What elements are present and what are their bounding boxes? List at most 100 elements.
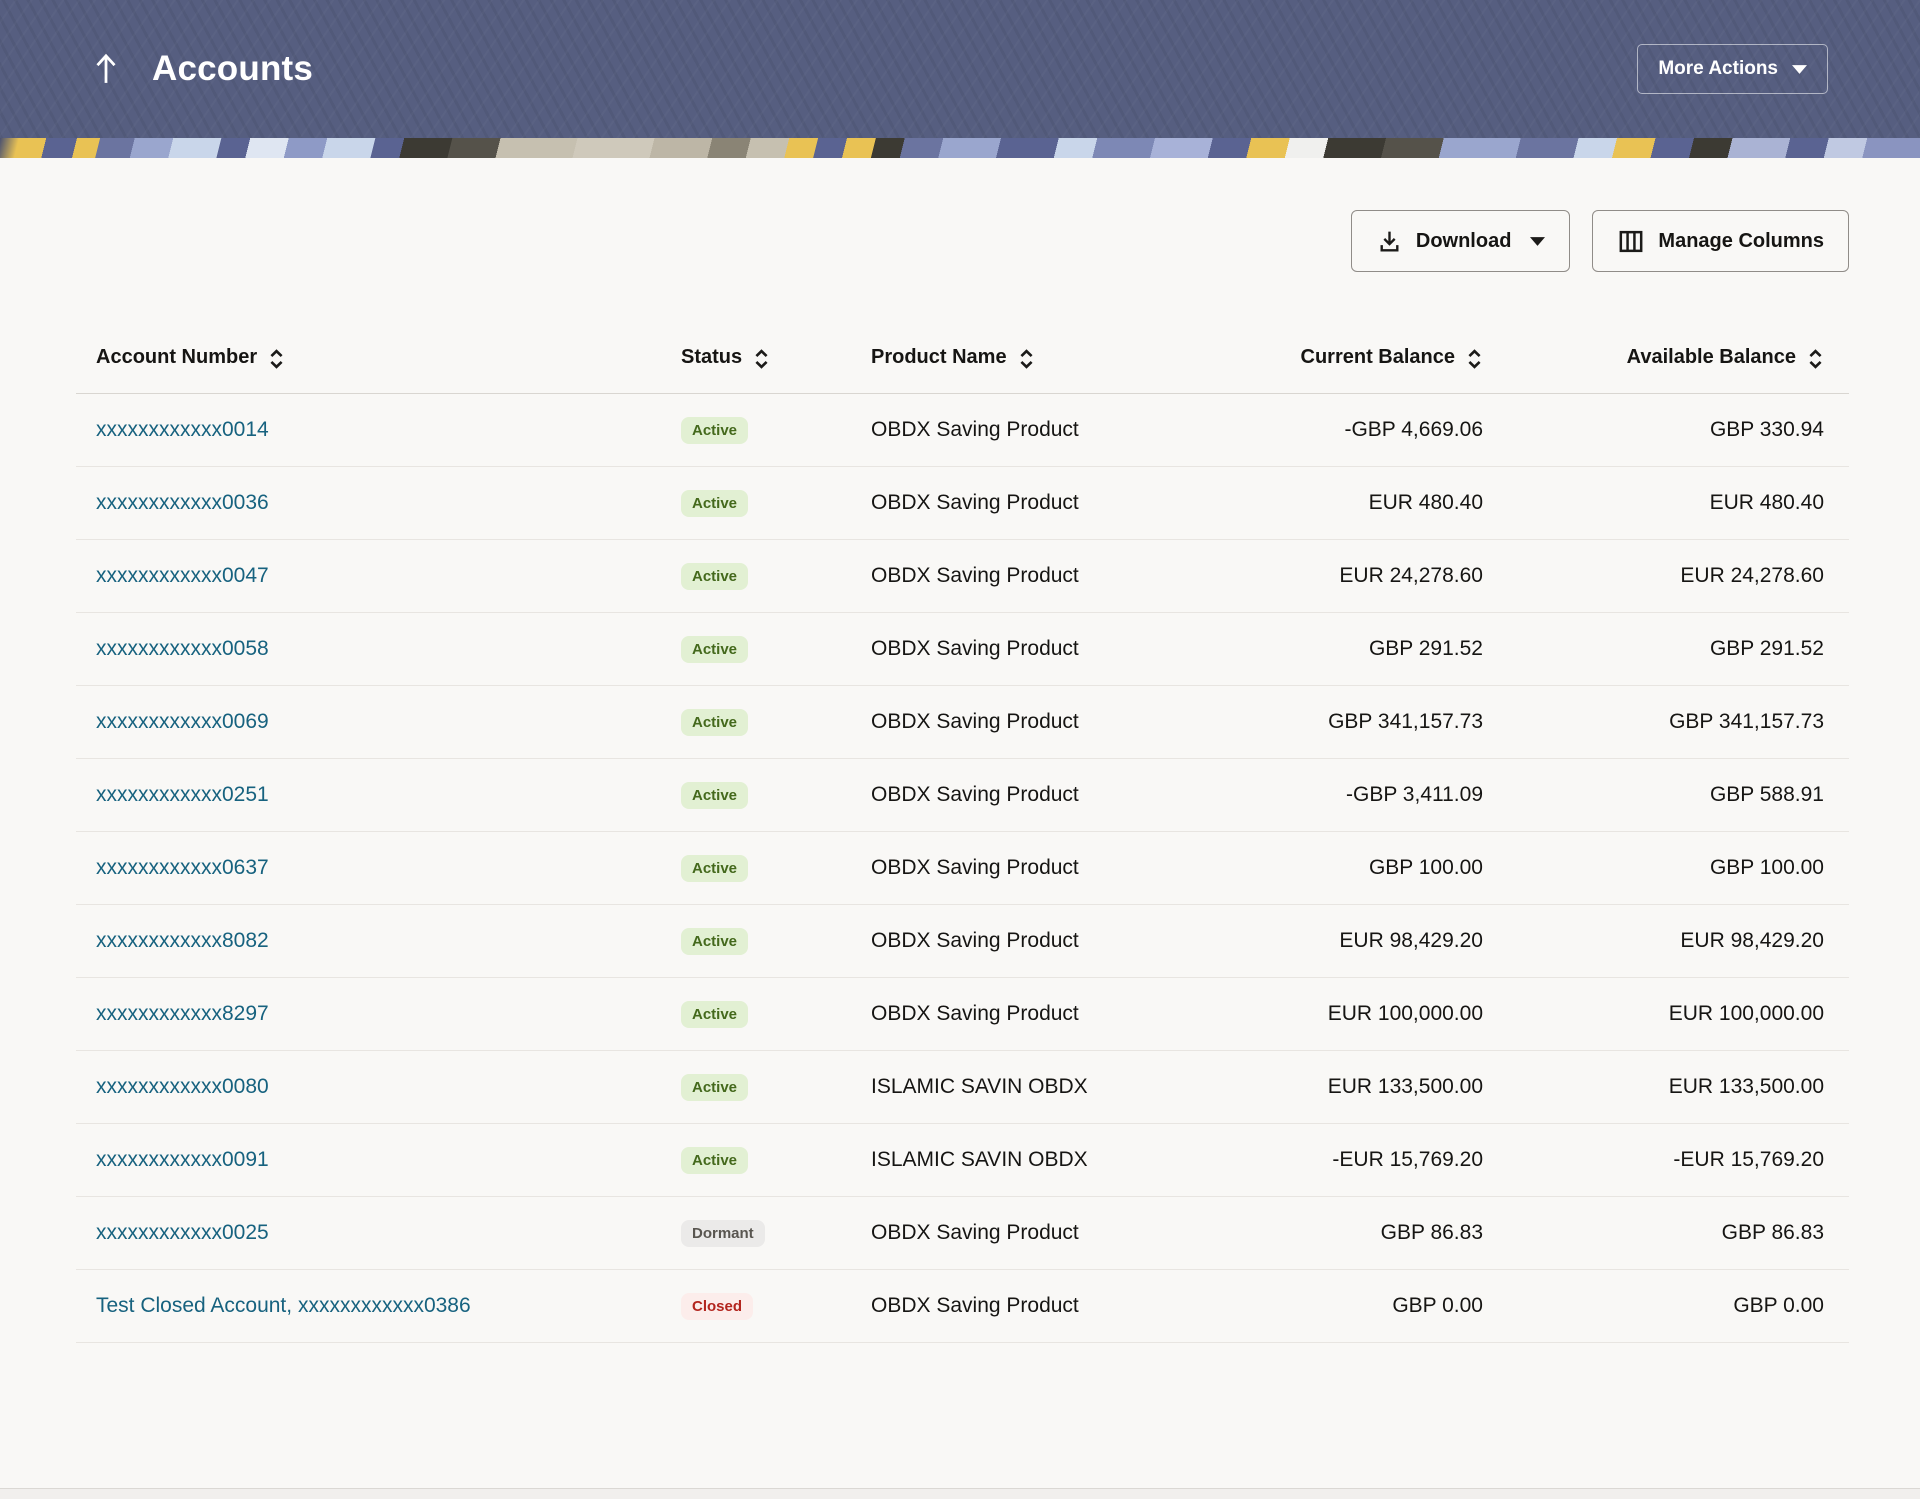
decorative-banner [0, 138, 1920, 158]
status-cell: Dormant [661, 1220, 851, 1247]
product-name-cell: OBDX Saving Product [851, 1221, 1171, 1245]
account-number-cell: xxxxxxxxxxxx0025 [76, 1221, 661, 1245]
available-balance-cell: GBP 86.83 [1483, 1221, 1849, 1245]
current-balance-cell: EUR 480.40 [1171, 491, 1483, 515]
status-badge: Active [681, 928, 748, 955]
table-row: xxxxxxxxxxxx0091 Active ISLAMIC SAVIN OB… [76, 1124, 1849, 1197]
manage-columns-label: Manage Columns [1658, 230, 1824, 253]
table-row: xxxxxxxxxxxx0069 Active OBDX Saving Prod… [76, 686, 1849, 759]
sort-icon[interactable] [1807, 348, 1824, 370]
status-cell: Active [661, 928, 851, 955]
sort-icon[interactable] [753, 348, 770, 370]
available-balance-cell: EUR 133,500.00 [1483, 1075, 1849, 1099]
account-number-cell: xxxxxxxxxxxx0047 [76, 564, 661, 588]
status-badge: Active [681, 490, 748, 517]
table-row: xxxxxxxxxxxx0637 Active OBDX Saving Prod… [76, 832, 1849, 905]
account-number-cell: xxxxxxxxxxxx0058 [76, 637, 661, 661]
table-toolbar: Download Manage Columns [0, 158, 1920, 272]
account-number-link[interactable]: xxxxxxxxxxxx8297 [96, 1002, 269, 1025]
product-name-cell: OBDX Saving Product [851, 710, 1171, 734]
account-number-cell: xxxxxxxxxxxx0251 [76, 783, 661, 807]
bottom-edge-bar [0, 1488, 1920, 1499]
product-name-cell: OBDX Saving Product [851, 564, 1171, 588]
available-balance-cell: GBP 291.52 [1483, 637, 1849, 661]
status-cell: Active [661, 855, 851, 882]
account-number-link[interactable]: xxxxxxxxxxxx0047 [96, 564, 269, 587]
account-number-cell: xxxxxxxxxxxx0069 [76, 710, 661, 734]
more-actions-label: More Actions [1658, 58, 1778, 80]
account-number-link[interactable]: xxxxxxxxxxxx0058 [96, 637, 269, 660]
account-number-link[interactable]: xxxxxxxxxxxx0025 [96, 1221, 269, 1244]
available-balance-cell: EUR 98,429.20 [1483, 929, 1849, 953]
account-number-cell: xxxxxxxxxxxx0637 [76, 856, 661, 880]
current-balance-cell: EUR 100,000.00 [1171, 1002, 1483, 1026]
current-balance-cell: EUR 133,500.00 [1171, 1075, 1483, 1099]
status-badge: Active [681, 782, 748, 809]
download-button[interactable]: Download [1351, 210, 1571, 272]
status-cell: Active [661, 1147, 851, 1174]
status-cell: Active [661, 1074, 851, 1101]
available-balance-cell: EUR 100,000.00 [1483, 1002, 1849, 1026]
current-balance-cell: EUR 98,429.20 [1171, 929, 1483, 953]
chevron-down-icon [1530, 237, 1545, 246]
product-name-cell: OBDX Saving Product [851, 929, 1171, 953]
more-actions-button[interactable]: More Actions [1637, 44, 1828, 94]
product-name-cell: OBDX Saving Product [851, 418, 1171, 442]
chevron-down-icon [1792, 65, 1807, 74]
page-title: Accounts [152, 49, 313, 89]
table-row: xxxxxxxxxxxx0025 Dormant OBDX Saving Pro… [76, 1197, 1849, 1270]
current-balance-cell: -GBP 4,669.06 [1171, 418, 1483, 442]
available-balance-cell: GBP 588.91 [1483, 783, 1849, 807]
product-name-cell: OBDX Saving Product [851, 1002, 1171, 1026]
table-row: xxxxxxxxxxxx0251 Active OBDX Saving Prod… [76, 759, 1849, 832]
account-number-link[interactable]: xxxxxxxxxxxx0637 [96, 856, 269, 879]
status-cell: Active [661, 490, 851, 517]
column-header-available-balance[interactable]: Available Balance [1483, 346, 1849, 370]
status-badge: Active [681, 1001, 748, 1028]
status-cell: Active [661, 636, 851, 663]
table-row: xxxxxxxxxxxx0036 Active OBDX Saving Prod… [76, 467, 1849, 540]
accounts-table: Account Number Status Product Name Curre… [76, 322, 1849, 1343]
column-header-status[interactable]: Status [661, 346, 851, 370]
account-number-link[interactable]: xxxxxxxxxxxx0036 [96, 491, 269, 514]
table-row: xxxxxxxxxxxx8297 Active OBDX Saving Prod… [76, 978, 1849, 1051]
status-cell: Active [661, 417, 851, 444]
manage-columns-button[interactable]: Manage Columns [1592, 210, 1849, 272]
account-number-link[interactable]: xxxxxxxxxxxx0014 [96, 418, 269, 441]
account-number-cell: xxxxxxxxxxxx0036 [76, 491, 661, 515]
account-number-cell: xxxxxxxxxxxx0080 [76, 1075, 661, 1099]
account-number-link[interactable]: xxxxxxxxxxxx0069 [96, 710, 269, 733]
account-number-link[interactable]: xxxxxxxxxxxx0091 [96, 1148, 269, 1171]
table-row: xxxxxxxxxxxx0058 Active OBDX Saving Prod… [76, 613, 1849, 686]
column-header-label: Available Balance [1627, 346, 1796, 369]
status-cell: Active [661, 1001, 851, 1028]
account-number-cell: Test Closed Account, xxxxxxxxxxxx0386 [76, 1294, 661, 1318]
account-number-cell: xxxxxxxxxxxx8082 [76, 929, 661, 953]
status-cell: Closed [661, 1293, 851, 1320]
product-name-cell: OBDX Saving Product [851, 783, 1171, 807]
table-row: xxxxxxxxxxxx0014 Active OBDX Saving Prod… [76, 394, 1849, 467]
column-header-product-name[interactable]: Product Name [851, 346, 1171, 370]
account-number-link[interactable]: xxxxxxxxxxxx0251 [96, 783, 269, 806]
sort-icon[interactable] [1018, 348, 1035, 370]
current-balance-cell: GBP 291.52 [1171, 637, 1483, 661]
available-balance-cell: GBP 341,157.73 [1483, 710, 1849, 734]
back-button[interactable] [84, 47, 128, 91]
download-label: Download [1416, 230, 1512, 253]
status-badge: Active [681, 563, 748, 590]
available-balance-cell: -EUR 15,769.20 [1483, 1148, 1849, 1172]
status-badge: Active [681, 1147, 748, 1174]
column-header-account-number[interactable]: Account Number [76, 346, 661, 370]
app-header: Accounts More Actions [0, 0, 1920, 138]
sort-icon[interactable] [1466, 348, 1483, 370]
column-header-label: Product Name [871, 346, 1007, 369]
account-number-link[interactable]: xxxxxxxxxxxx0080 [96, 1075, 269, 1098]
columns-icon [1617, 228, 1645, 255]
column-header-current-balance[interactable]: Current Balance [1171, 346, 1483, 370]
product-name-cell: OBDX Saving Product [851, 856, 1171, 880]
account-number-link[interactable]: Test Closed Account, xxxxxxxxxxxx0386 [96, 1294, 471, 1317]
sort-icon[interactable] [268, 348, 285, 370]
current-balance-cell: GBP 341,157.73 [1171, 710, 1483, 734]
account-number-link[interactable]: xxxxxxxxxxxx8082 [96, 929, 269, 952]
available-balance-cell: GBP 100.00 [1483, 856, 1849, 880]
